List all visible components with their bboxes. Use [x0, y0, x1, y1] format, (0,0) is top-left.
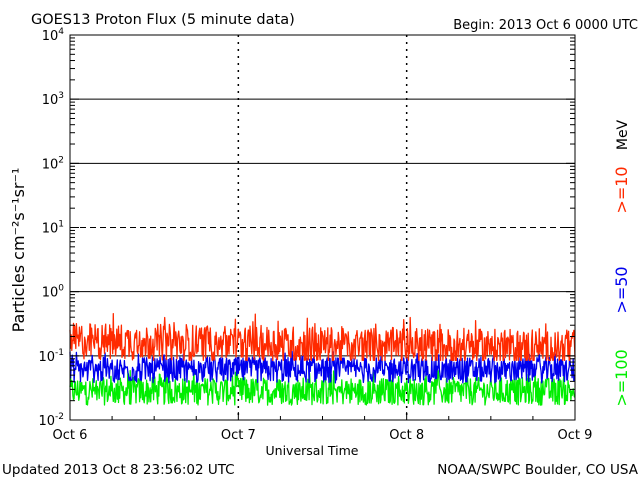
x-tick-label: Oct 8 [389, 428, 424, 443]
legend-unit: MeV [615, 119, 631, 150]
updated-timestamp: Updated 2013 Oct 8 23:56:02 UTC [2, 462, 235, 478]
legend-ge10: >=10 [612, 166, 631, 213]
y-tick-label: 10-1 [38, 348, 64, 365]
legend-ge50: >=50 [612, 266, 631, 313]
y-axis-tick-labels: 10-2 10-1 100 101 102 103 104 [38, 27, 575, 429]
x-tick-label: Oct 9 [558, 428, 593, 443]
y-tick-label: 103 [42, 91, 64, 108]
y-tick-label: 10-2 [38, 412, 64, 429]
y-tick-label: 100 [42, 284, 65, 301]
chart-title: GOES13 Proton Flux (5 minute data) [31, 12, 295, 28]
series-line-ge10 [69, 312, 576, 362]
series-line-ge50 [69, 350, 576, 384]
begin-time-label: Begin: 2013 Oct 6 0000 UTC [453, 18, 638, 33]
y-tick-label: 104 [42, 27, 65, 44]
x-tick-label: Oct 6 [53, 428, 88, 443]
x-axis-tick-labels: Oct 6 Oct 7 Oct 8 Oct 9 [53, 428, 593, 443]
y-tick-label: 101 [42, 220, 64, 237]
x-tick-label: Oct 7 [221, 428, 256, 443]
y-tick-label: 102 [42, 155, 64, 172]
y-axis-label: Particles cm⁻²s⁻¹sr⁻¹ [9, 168, 28, 333]
legend-ge100: >=100 [612, 349, 631, 406]
source-credit: NOAA/SWPC Boulder, CO USA [437, 462, 639, 478]
x-axis-label: Universal Time [266, 443, 359, 458]
horizontal-gridlines [70, 98, 575, 357]
data-series [69, 312, 576, 406]
